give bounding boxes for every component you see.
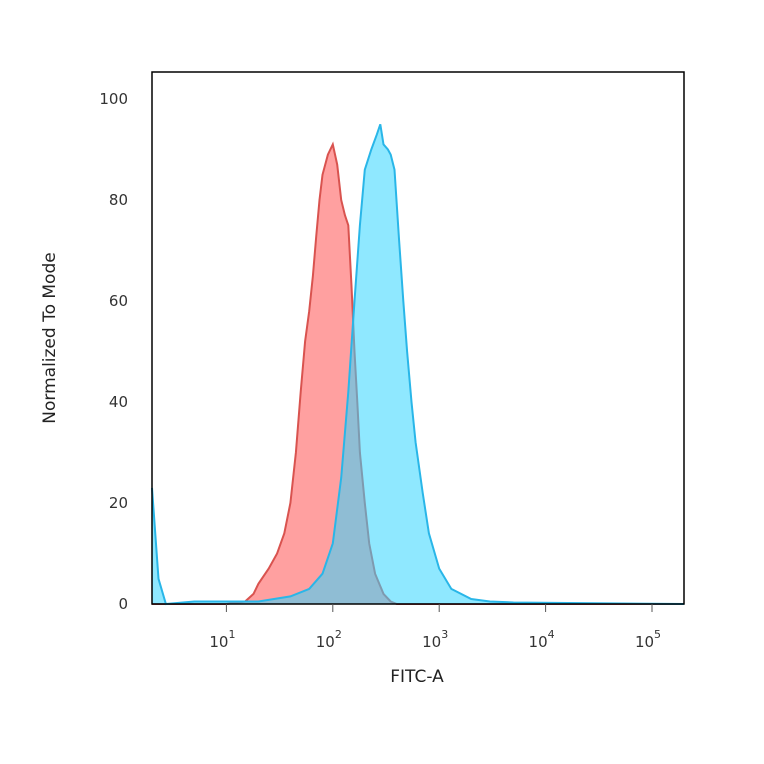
x-tick-label: 104 [529, 628, 555, 651]
series-layer [151, 123, 685, 606]
y-tick-label: 60 [109, 292, 128, 310]
series-line-1 [151, 123, 685, 606]
plot-frame [151, 71, 685, 605]
y-axis-label: Normalized To Mode [40, 252, 60, 423]
y-tick-label: 100 [99, 90, 128, 108]
x-tick-label: 101 [209, 628, 235, 651]
y-tick-label: 0 [118, 595, 128, 613]
y-tick-label: 20 [109, 494, 128, 512]
series-area-1 [152, 124, 684, 605]
y-tick-label: 40 [109, 393, 128, 411]
x-tick-label: 105 [635, 628, 661, 651]
x-axis-label: FITC-A [390, 667, 444, 687]
y-axis-ticks: 0 20 40 60 80 100 [99, 90, 128, 613]
x-tick-label: 103 [422, 628, 448, 651]
x-tick-label: 102 [316, 628, 342, 651]
y-tick-label: 80 [109, 191, 128, 209]
x-axis-ticks: 101 102 103 104 105 [209, 604, 661, 651]
